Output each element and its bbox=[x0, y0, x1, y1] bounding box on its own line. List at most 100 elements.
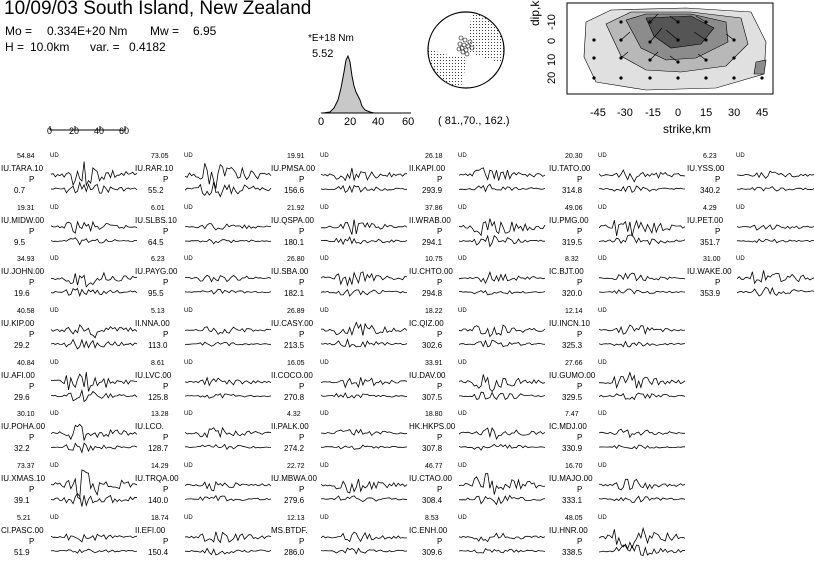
synthetic-waveform bbox=[185, 288, 272, 295]
observed-waveform bbox=[459, 374, 546, 393]
synthetic-waveform bbox=[599, 288, 686, 295]
slip-distribution-map bbox=[566, 2, 774, 95]
station-component: UD bbox=[50, 205, 59, 211]
station-azimuth: 340.2 bbox=[700, 186, 721, 195]
station-phase: P bbox=[29, 537, 35, 546]
station-phase: P bbox=[577, 433, 583, 442]
station-amplitude: 46.77 bbox=[425, 463, 443, 470]
station-trace: 6.01 UD IU.SLBS.10 P 64.5 bbox=[135, 205, 273, 263]
station-code: IU.MIDW.00 bbox=[1, 216, 45, 225]
seismogram bbox=[737, 270, 814, 297]
station-phase: P bbox=[163, 278, 169, 287]
station-phase: P bbox=[29, 330, 35, 339]
station-code: IU.CASY.00 bbox=[271, 319, 314, 328]
station-trace: 18.74 UD II.EFI.00 P 150.4 bbox=[135, 515, 273, 573]
station-trace: 26.18 UD II.KAPI.00 P 293.9 bbox=[409, 153, 547, 211]
station-azimuth: 294.1 bbox=[422, 238, 443, 247]
station-component: UD bbox=[50, 153, 59, 159]
synthetic-waveform bbox=[737, 186, 814, 192]
station-trace: 18.22 UD IC.QIZ.00 P 302.6 bbox=[409, 308, 547, 366]
observed-waveform bbox=[51, 271, 138, 288]
station-amplitude: 48.05 bbox=[565, 515, 583, 522]
station-phase: P bbox=[299, 382, 305, 391]
slip-ytick-0: 0 bbox=[546, 37, 558, 44]
synthetic-waveform bbox=[51, 388, 138, 403]
slip-contour-4 bbox=[645, 15, 715, 49]
station-component: UD bbox=[320, 256, 329, 262]
synthetic-waveform bbox=[599, 185, 686, 193]
station-amplitude: 4.29 bbox=[703, 205, 717, 212]
synthetic-waveform bbox=[599, 444, 685, 450]
station-azimuth: 309.6 bbox=[422, 548, 443, 557]
observed-waveform bbox=[459, 427, 546, 440]
slip-map-ylabel: dip,km bbox=[528, 0, 542, 26]
station-amplitude: 54.84 bbox=[17, 153, 35, 160]
station-component: UD bbox=[598, 411, 607, 417]
station-azimuth: 351.7 bbox=[700, 238, 721, 247]
observed-waveform bbox=[459, 473, 546, 495]
stf-max-value: 5.52 bbox=[312, 48, 334, 60]
station-phase: P bbox=[437, 175, 443, 184]
seismogram bbox=[599, 324, 686, 348]
station-code: IU.QSPA.00 bbox=[271, 216, 314, 225]
station-azimuth: 274.2 bbox=[284, 444, 305, 453]
station-component: UD bbox=[598, 153, 607, 159]
station-phase: P bbox=[577, 485, 583, 494]
station-trace: 26.80 UD IU.SBA.00 P 182.1 bbox=[271, 256, 409, 314]
station-phase: P bbox=[163, 382, 169, 391]
station-amplitude: 34.93 bbox=[17, 256, 35, 263]
station-component: UD bbox=[736, 153, 745, 159]
station-amplitude: 12.14 bbox=[565, 308, 583, 315]
station-azimuth: 333.1 bbox=[562, 496, 583, 505]
station-code: IU.MAJO.00 bbox=[549, 474, 593, 483]
slip-ytick-neg10: -10 bbox=[546, 14, 558, 30]
synthetic-waveform bbox=[185, 443, 272, 451]
station-code: IU.SLBS.10 bbox=[135, 216, 177, 225]
station-code: IU.PAYG.00 bbox=[135, 267, 178, 276]
station-code: IU.MBWA.00 bbox=[271, 474, 317, 483]
station-code: IU.KIP.00 bbox=[1, 319, 35, 328]
variance-label: var. = bbox=[90, 40, 120, 54]
seismogram bbox=[737, 170, 814, 192]
station-component: UD bbox=[736, 256, 745, 262]
station-azimuth: 140.0 bbox=[148, 496, 169, 505]
seismogram bbox=[459, 427, 546, 451]
station-code: IU.XMAS.10 bbox=[1, 474, 46, 483]
station-amplitude: 8.53 bbox=[425, 515, 439, 522]
station-code: II.NNA.00 bbox=[135, 319, 170, 328]
synthetic-waveform bbox=[51, 548, 138, 554]
synthetic-waveform bbox=[321, 495, 408, 502]
depth-value: 10.0km bbox=[30, 40, 70, 54]
station-component: UD bbox=[320, 205, 329, 211]
observed-waveform bbox=[459, 218, 546, 237]
station-azimuth: 270.8 bbox=[284, 393, 305, 402]
station-code: IU.GUMO.00 bbox=[549, 371, 596, 380]
seismogram bbox=[185, 480, 272, 502]
observed-waveform bbox=[51, 161, 138, 187]
station-azimuth: 338.5 bbox=[562, 548, 583, 557]
observed-waveform bbox=[185, 376, 272, 387]
station-azimuth: 51.9 bbox=[14, 548, 30, 557]
stf-tick-20: 20 bbox=[344, 116, 357, 128]
station-phase: P bbox=[577, 278, 583, 287]
station-phase: P bbox=[163, 433, 169, 442]
seismogram bbox=[321, 219, 408, 246]
station-amplitude: 4.32 bbox=[287, 411, 301, 418]
station-phase: P bbox=[299, 175, 305, 184]
station-amplitude: 8.32 bbox=[565, 256, 579, 263]
station-azimuth: 213.5 bbox=[284, 341, 305, 350]
observed-waveform bbox=[459, 167, 546, 181]
slip-xtick-neg15: -15 bbox=[645, 107, 661, 119]
synthetic-waveform bbox=[51, 492, 138, 507]
station-markers bbox=[456, 35, 475, 57]
station-trace: 8.32 UD IC.BJT.00 P 320.0 bbox=[549, 256, 687, 314]
station-phase: P bbox=[299, 227, 305, 236]
station-trace: 18.80 UD HK.HKPS.00 P 307.8 bbox=[409, 411, 547, 469]
seismogram bbox=[185, 376, 272, 399]
synthetic-waveform bbox=[321, 236, 408, 246]
station-azimuth: 32.2 bbox=[14, 444, 30, 453]
station-phase: P bbox=[163, 537, 169, 546]
slip-ytick-10: 10 bbox=[546, 53, 558, 66]
seismogram bbox=[51, 220, 138, 246]
station-azimuth: 150.4 bbox=[148, 548, 169, 557]
